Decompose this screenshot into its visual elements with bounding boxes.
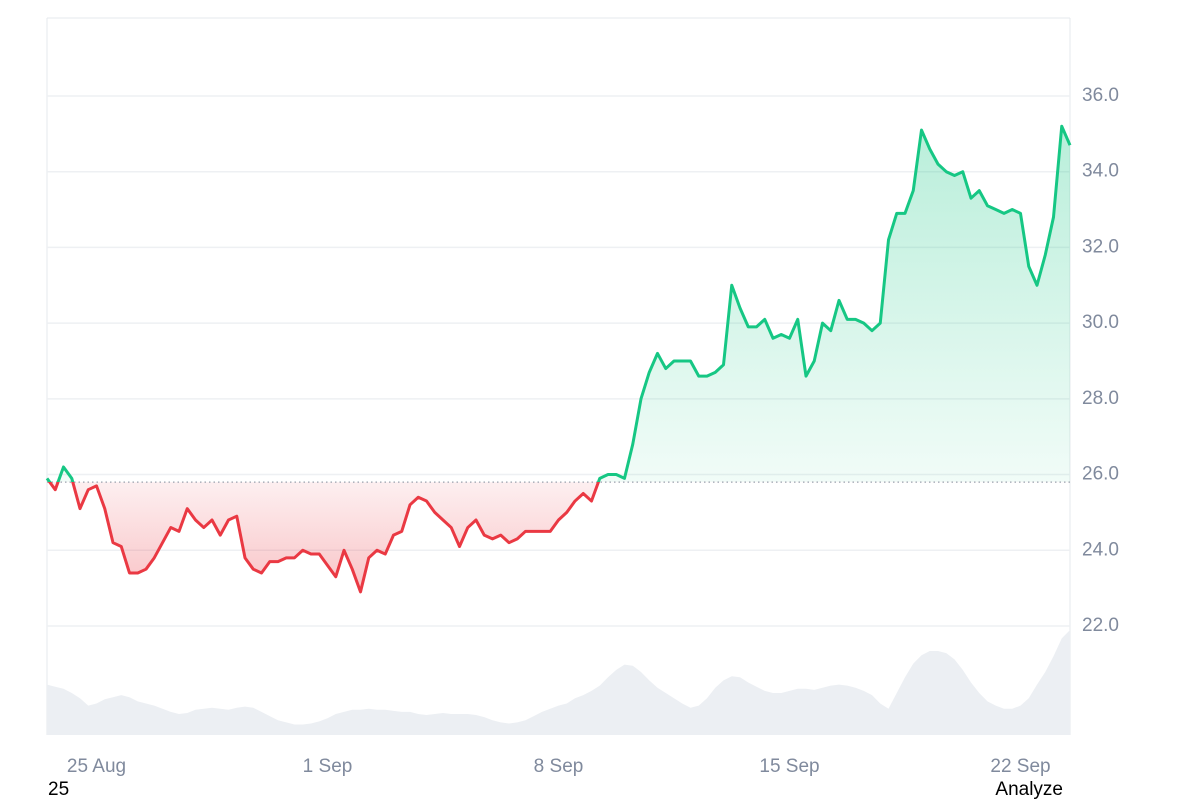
x-tick-label: 22 Sep — [990, 756, 1050, 777]
x-tick-label: 1 Sep — [303, 756, 353, 777]
x-tick-label: 25 Aug — [67, 756, 126, 777]
price-line — [45, 124, 1072, 594]
volume-area — [47, 630, 1070, 735]
y-tick-label: 32.0 — [1082, 236, 1119, 257]
footer-right[interactable]: Analyze — [995, 779, 1063, 800]
price-area — [47, 126, 1070, 592]
y-tick-label: 34.0 — [1082, 161, 1119, 182]
y-tick-label: 22.0 — [1082, 615, 1119, 636]
y-tick-label: 26.0 — [1082, 464, 1119, 485]
y-tick-label: 24.0 — [1082, 539, 1119, 560]
y-tick-label: 28.0 — [1082, 388, 1119, 409]
footer-left: 25 — [48, 779, 69, 800]
x-tick-label: 15 Sep — [759, 756, 819, 777]
y-tick-label: 36.0 — [1082, 85, 1119, 106]
x-tick-label: 8 Sep — [534, 756, 584, 777]
y-tick-label: 30.0 — [1082, 312, 1119, 333]
